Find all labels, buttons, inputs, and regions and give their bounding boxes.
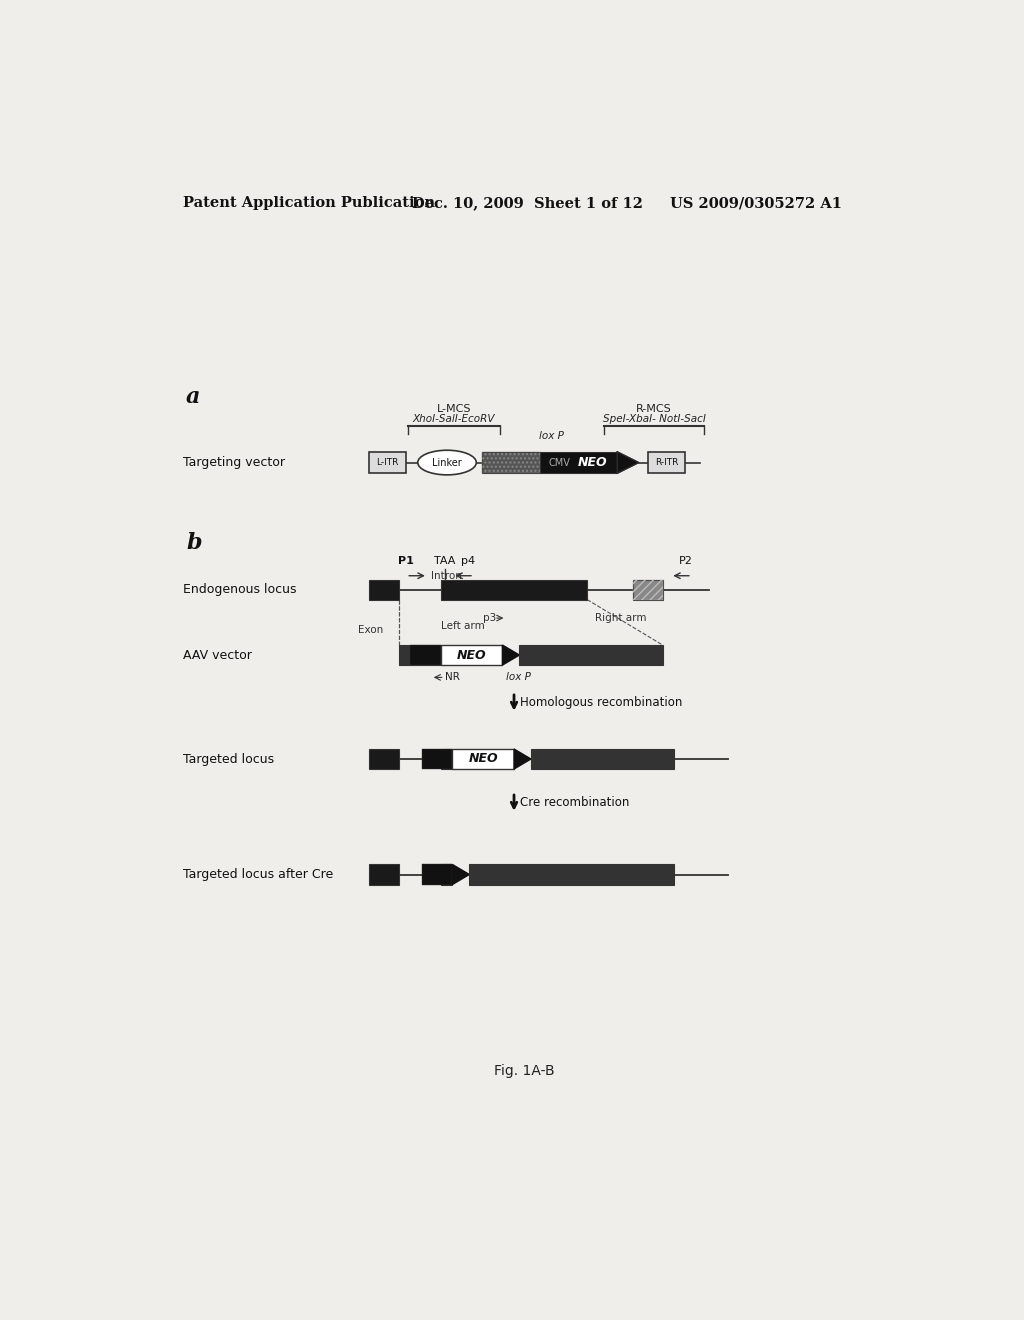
Text: Left arm: Left arm xyxy=(441,620,484,631)
Text: NEO: NEO xyxy=(468,752,498,766)
Bar xyxy=(370,451,407,474)
Bar xyxy=(422,865,453,884)
Text: P1: P1 xyxy=(398,556,414,566)
Text: Targeted locus after Cre: Targeted locus after Cre xyxy=(183,869,333,880)
Text: a: a xyxy=(186,387,201,408)
Bar xyxy=(634,579,663,599)
Text: CMV: CMV xyxy=(549,458,570,467)
Bar xyxy=(398,645,441,665)
Ellipse shape xyxy=(418,450,476,475)
Bar xyxy=(634,579,663,599)
Polygon shape xyxy=(453,865,469,884)
Text: Endogenous locus: Endogenous locus xyxy=(183,583,296,597)
Text: Patent Application Publication: Patent Application Publication xyxy=(183,197,435,210)
Bar xyxy=(441,579,587,599)
Text: Homologous recombination: Homologous recombination xyxy=(520,696,683,709)
Bar xyxy=(370,579,398,599)
Text: AAV vector: AAV vector xyxy=(183,648,252,661)
Text: R-MCS: R-MCS xyxy=(636,404,672,413)
Text: Targeting vector: Targeting vector xyxy=(183,455,285,469)
Polygon shape xyxy=(503,645,519,665)
Text: Linker: Linker xyxy=(432,458,462,467)
Bar xyxy=(370,748,398,770)
Text: R-ITR: R-ITR xyxy=(654,458,678,467)
Text: L-MCS: L-MCS xyxy=(436,404,471,413)
Text: b: b xyxy=(186,532,202,554)
Polygon shape xyxy=(617,451,639,474)
Bar xyxy=(482,451,541,474)
Text: Cre recombination: Cre recombination xyxy=(520,796,630,809)
Text: P2: P2 xyxy=(679,556,692,566)
Bar xyxy=(441,645,503,665)
Bar xyxy=(469,865,674,884)
Text: TAA: TAA xyxy=(434,556,456,566)
Bar xyxy=(519,645,663,665)
Text: p3: p3 xyxy=(483,612,497,623)
Bar xyxy=(441,748,453,770)
Text: Targeted locus: Targeted locus xyxy=(183,752,274,766)
Text: XhoI-SalI-EcoRV: XhoI-SalI-EcoRV xyxy=(413,414,496,425)
Text: NR: NR xyxy=(444,672,460,682)
Text: Fig. 1A-B: Fig. 1A-B xyxy=(495,1064,555,1078)
Polygon shape xyxy=(514,748,531,770)
Text: Exon: Exon xyxy=(357,624,383,635)
Text: lox P: lox P xyxy=(540,430,564,441)
Bar xyxy=(482,451,541,474)
Text: lox P: lox P xyxy=(506,672,531,682)
Text: p4: p4 xyxy=(461,556,475,566)
Bar xyxy=(531,748,674,770)
Text: Dec. 10, 2009  Sheet 1 of 12: Dec. 10, 2009 Sheet 1 of 12 xyxy=(412,197,643,210)
Bar xyxy=(422,748,453,770)
Bar xyxy=(370,865,398,884)
Text: SpeI-XbaI- NotI-SacI: SpeI-XbaI- NotI-SacI xyxy=(603,414,706,425)
Bar xyxy=(453,748,514,770)
Bar xyxy=(541,451,617,474)
Text: NEO: NEO xyxy=(457,648,486,661)
Text: US 2009/0305272 A1: US 2009/0305272 A1 xyxy=(670,197,842,210)
Bar xyxy=(441,865,453,884)
Bar xyxy=(410,645,441,665)
Text: L-ITR: L-ITR xyxy=(377,458,399,467)
Bar xyxy=(648,451,685,474)
Text: Right arm: Right arm xyxy=(595,612,646,623)
Text: NEO: NEO xyxy=(578,455,607,469)
Text: Intron: Intron xyxy=(431,570,462,581)
